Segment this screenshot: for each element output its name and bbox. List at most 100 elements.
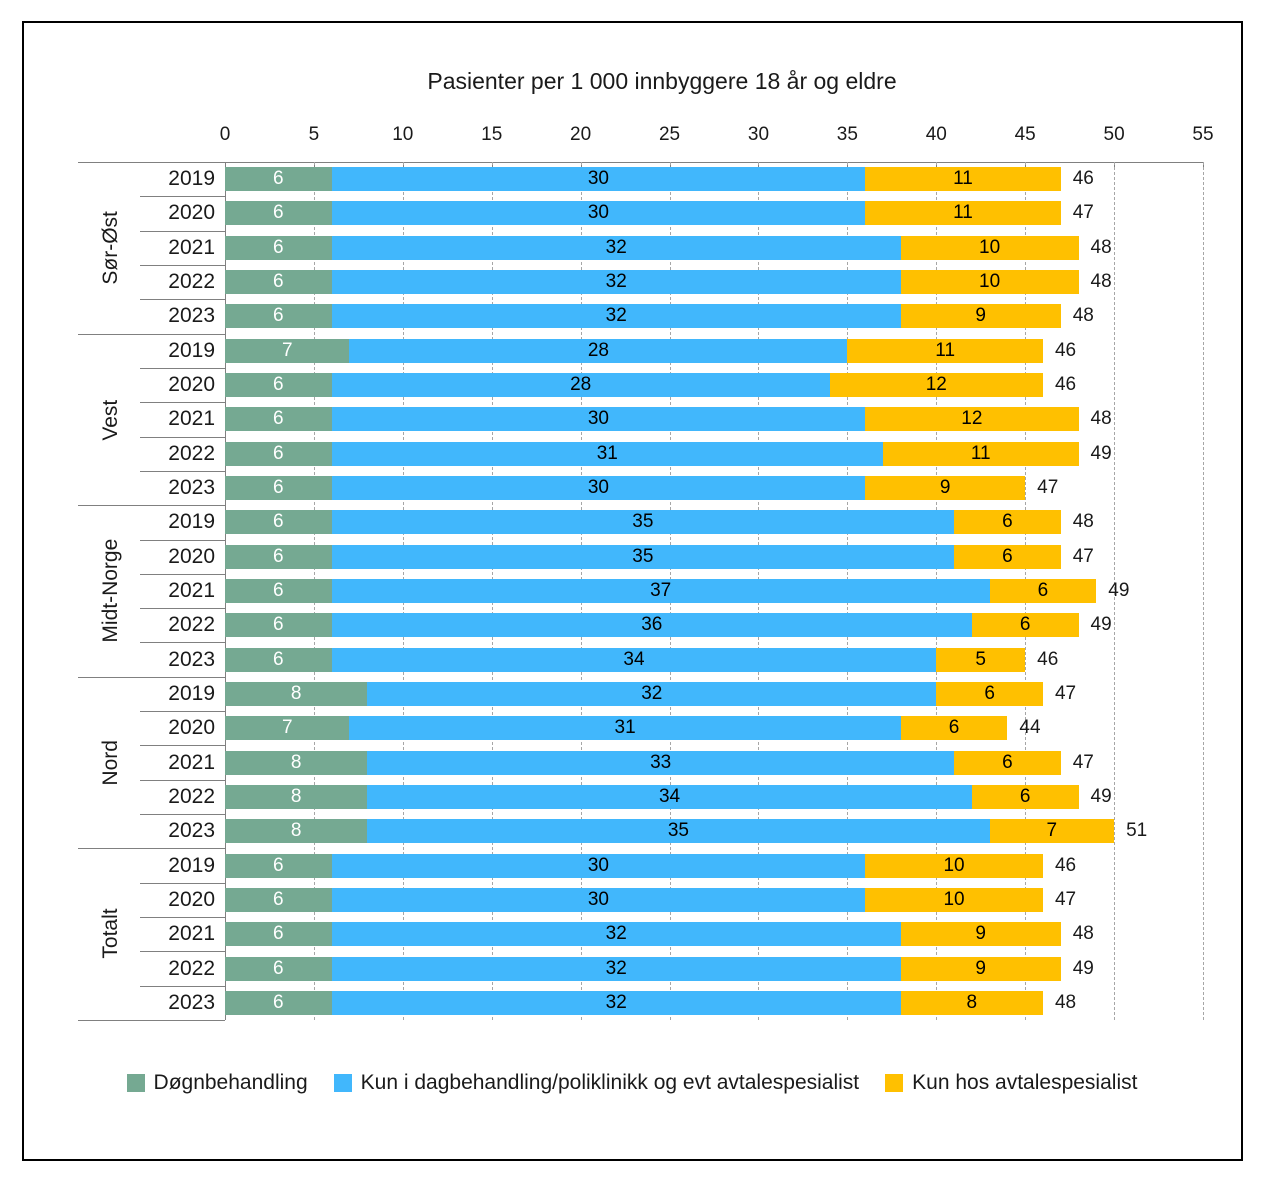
bar-segment-2: 12 [865, 407, 1079, 432]
x-axis-tick-label: 5 [308, 124, 320, 145]
bar-segment-1: 30 [331, 853, 866, 878]
bar-segment-1: 28 [331, 373, 830, 398]
bar-segment-2: 10 [900, 235, 1079, 260]
bar-segment-1: 33 [367, 750, 955, 775]
bar-row: 6 32 8 48 [225, 990, 1203, 1015]
bar-row: 6 30 10 47 [225, 887, 1203, 912]
bar-row: 6 30 11 46 [225, 167, 1203, 192]
year-label: 2021 [168, 922, 215, 946]
bar-segment-2: 6 [900, 716, 1008, 741]
x-axis-tick-label: 15 [481, 124, 503, 145]
year-separator [140, 917, 225, 919]
bar-row: 7 28 11 46 [225, 338, 1203, 363]
bar-row: 6 35 6 47 [225, 544, 1203, 569]
bar-segment-0: 6 [225, 373, 332, 398]
x-axis-tick-label: 45 [1014, 124, 1036, 145]
group-separator [78, 676, 225, 678]
x-axis-tick-label: 30 [747, 124, 770, 145]
bar-segment-1: 32 [331, 922, 901, 947]
bar-segment-1: 32 [331, 304, 901, 329]
x-axis-tick-label: 35 [836, 124, 858, 145]
bar-segment-2: 6 [954, 544, 1061, 569]
bar-segment-2: 6 [971, 784, 1079, 809]
bar-segment-0: 6 [225, 922, 332, 947]
year-label: 2021 [168, 407, 215, 431]
bar-segment-2: 12 [829, 373, 1043, 398]
bar-segment-1: 36 [331, 613, 972, 638]
bar-total-label: 49 [1108, 580, 1130, 601]
year-label: 2021 [168, 750, 215, 774]
bar-total-label: 47 [1072, 202, 1094, 224]
legend-swatch-icon [333, 1074, 352, 1092]
group-separator [78, 1020, 225, 1021]
x-axis-tick-label: 10 [392, 124, 414, 145]
legend-item-2: Kun hos avtalespesialist [885, 1071, 1137, 1095]
year-label: 2021 [168, 235, 215, 259]
year-label: 2022 [168, 270, 215, 294]
bar-segment-1: 30 [331, 167, 866, 192]
bar-total-label: 48 [1054, 991, 1077, 1013]
year-separator [140, 402, 225, 404]
bar-segment-1: 32 [331, 956, 901, 981]
bar-segment-0: 6 [225, 407, 332, 432]
bar-segment-2: 5 [936, 647, 1026, 672]
bar-row: 6 37 6 49 [225, 579, 1203, 603]
year-label: 2019 [168, 853, 215, 877]
bar-segment-1: 32 [331, 270, 901, 295]
x-axis-line [78, 162, 1203, 163]
year-label: 2022 [168, 613, 215, 637]
year-label: 2023 [168, 990, 215, 1014]
bar-segment-2: 7 [989, 819, 1115, 844]
bar-segment-2: 10 [900, 270, 1079, 295]
bar-segment-2: 9 [900, 956, 1061, 981]
bar-segment-1: 30 [331, 887, 866, 912]
bar-total-label: 47 [1054, 682, 1077, 704]
chart-border [22, 21, 1243, 1161]
year-label: 2020 [168, 373, 215, 397]
bar-total-label: 49 [1072, 957, 1094, 979]
bar-segment-2: 11 [847, 338, 1043, 363]
year-separator [140, 196, 225, 198]
bar-segment-0: 6 [225, 201, 332, 226]
bar-row: 8 35 7 51 [225, 819, 1203, 844]
bar-total-label: 46 [1072, 168, 1094, 190]
bar-segment-0: 6 [225, 304, 332, 329]
bar-total-label: 49 [1090, 614, 1112, 636]
bar-segment-0: 6 [225, 647, 332, 672]
year-separator [140, 230, 225, 232]
bar-row: 7 31 6 44 [225, 716, 1203, 741]
bar-total-label: 44 [1019, 717, 1041, 739]
bar-segment-0: 7 [225, 716, 350, 741]
bar-segment-2: 11 [865, 201, 1061, 226]
bar-segment-1: 35 [367, 819, 990, 844]
year-label: 2023 [168, 304, 215, 328]
year-label: 2019 [168, 681, 215, 705]
year-separator [140, 367, 225, 369]
bar-segment-1: 32 [331, 990, 901, 1015]
bar-total-label: 48 [1072, 305, 1094, 327]
bar-segment-0: 6 [225, 853, 332, 878]
bar-segment-0: 6 [225, 270, 332, 295]
legend-label: Døgnbehandling [153, 1071, 308, 1094]
legend-label: Kun hos avtalespesialist [912, 1071, 1138, 1094]
gridline [1114, 162, 1116, 1020]
bar-segment-1: 30 [331, 476, 866, 501]
year-label: 2020 [168, 201, 215, 225]
bar-segment-2: 6 [954, 750, 1061, 775]
legend-swatch-icon [126, 1074, 145, 1092]
bar-segment-1: 37 [331, 579, 990, 603]
year-label: 2022 [168, 441, 215, 465]
bar-segment-0: 6 [225, 544, 332, 569]
bar-total-label: 46 [1037, 648, 1059, 670]
bar-total-label: 48 [1090, 408, 1112, 430]
bar-segment-2: 6 [936, 681, 1043, 706]
bar-total-label: 48 [1072, 923, 1094, 945]
bar-segment-1: 34 [367, 784, 972, 809]
bar-segment-2: 9 [900, 304, 1061, 329]
bar-segment-0: 6 [225, 167, 332, 192]
bar-total-label: 46 [1054, 374, 1077, 396]
year-label: 2023 [168, 647, 215, 671]
bar-segment-0: 6 [225, 887, 332, 912]
